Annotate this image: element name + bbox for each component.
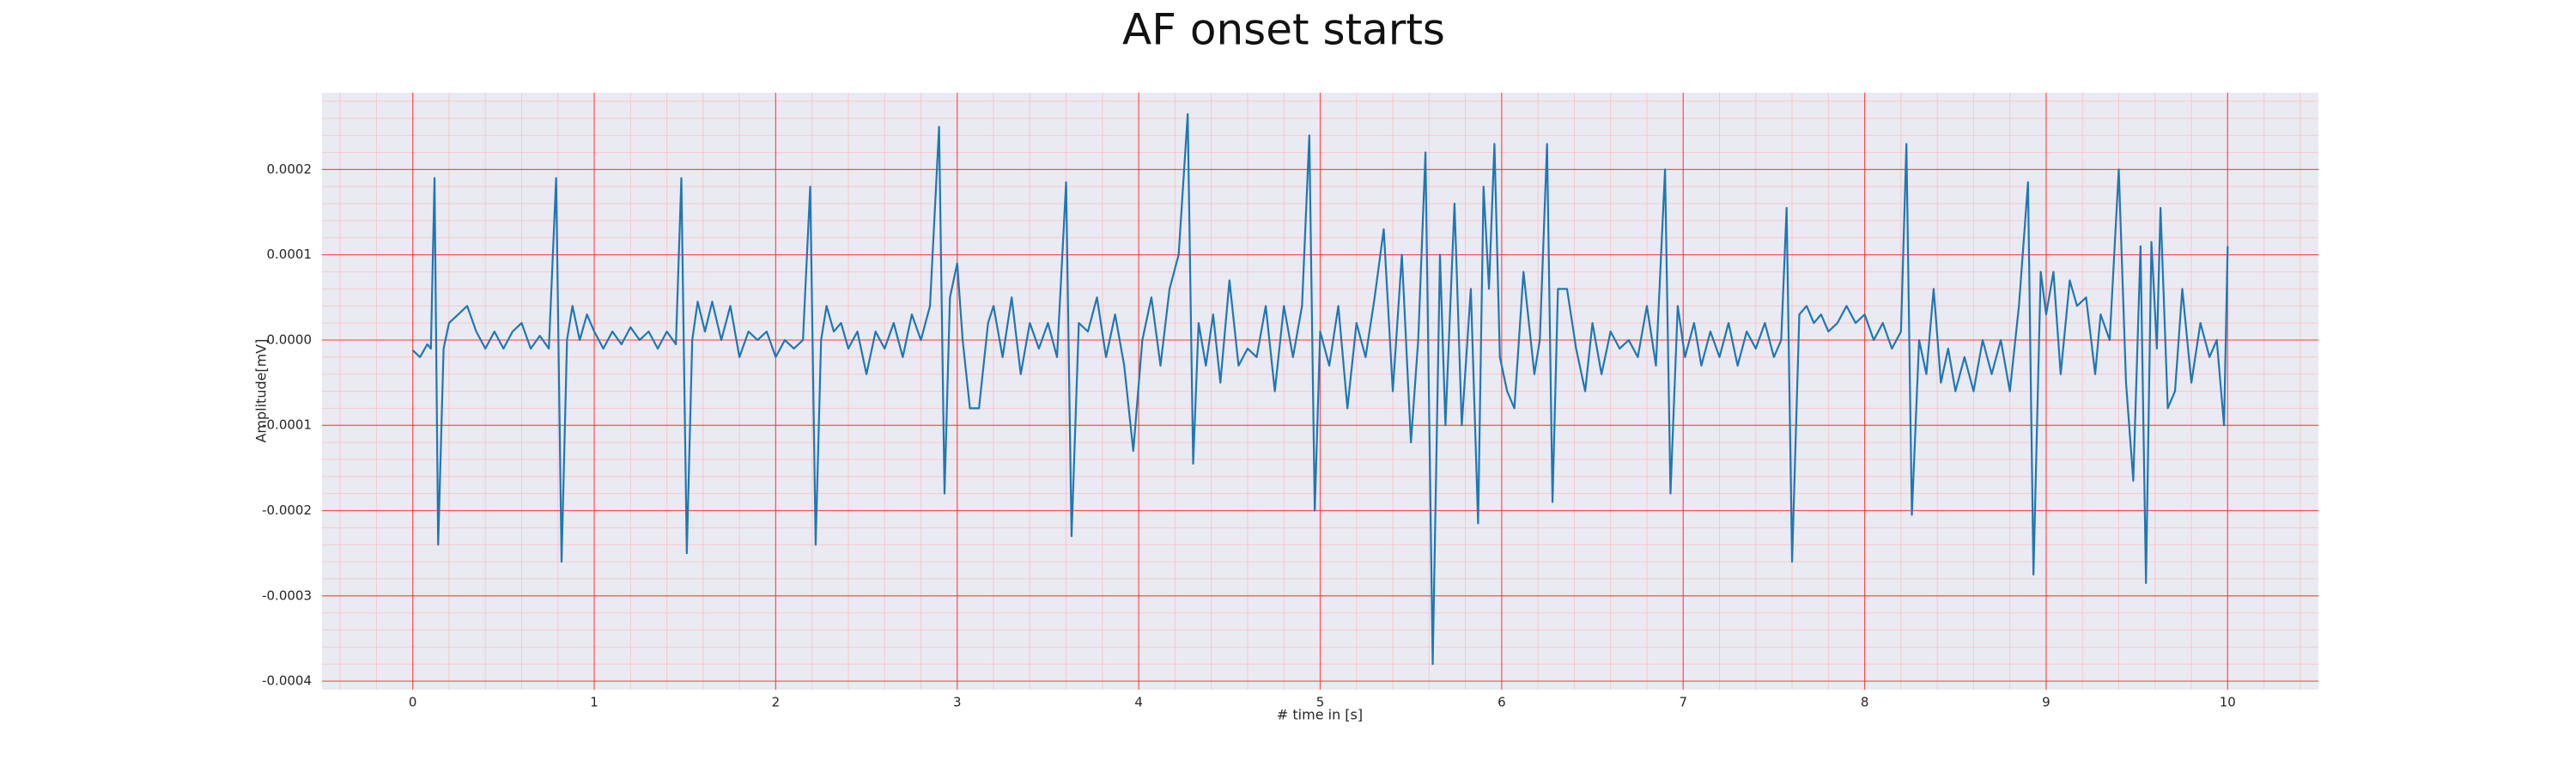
x-tick-label: 3 bbox=[953, 695, 962, 710]
x-tick-label: 2 bbox=[772, 695, 781, 710]
x-tick-label: 1 bbox=[590, 695, 598, 710]
y-tick-label: -0.0003 bbox=[262, 587, 312, 603]
x-tick-label: 7 bbox=[1679, 695, 1687, 710]
y-tick-label: -0.0004 bbox=[262, 673, 312, 689]
x-tick-label: 4 bbox=[1134, 695, 1143, 710]
y-tick-label: 0.0000 bbox=[267, 332, 313, 347]
y-tick-label: -0.0001 bbox=[262, 417, 312, 433]
x-tick-label: 0 bbox=[409, 695, 417, 710]
y-tick-label: -0.0002 bbox=[262, 502, 312, 518]
x-tick-label: 8 bbox=[1861, 695, 1869, 710]
signal-line bbox=[411, 113, 2229, 666]
x-tick-label: 10 bbox=[2220, 695, 2236, 710]
y-axis-label: Amplitude[mV] bbox=[253, 338, 270, 442]
x-tick-label: 5 bbox=[1316, 695, 1325, 710]
x-tick-label: 9 bbox=[2042, 695, 2050, 710]
x-axis-label: # time in [s] bbox=[1277, 707, 1363, 723]
x-tick-label: 6 bbox=[1498, 695, 1506, 710]
y-tick-label: 0.0001 bbox=[267, 247, 313, 262]
y-tick-label: 0.0002 bbox=[267, 161, 313, 177]
chart-title: AF onset starts bbox=[1122, 5, 1445, 55]
marks bbox=[411, 113, 2229, 666]
